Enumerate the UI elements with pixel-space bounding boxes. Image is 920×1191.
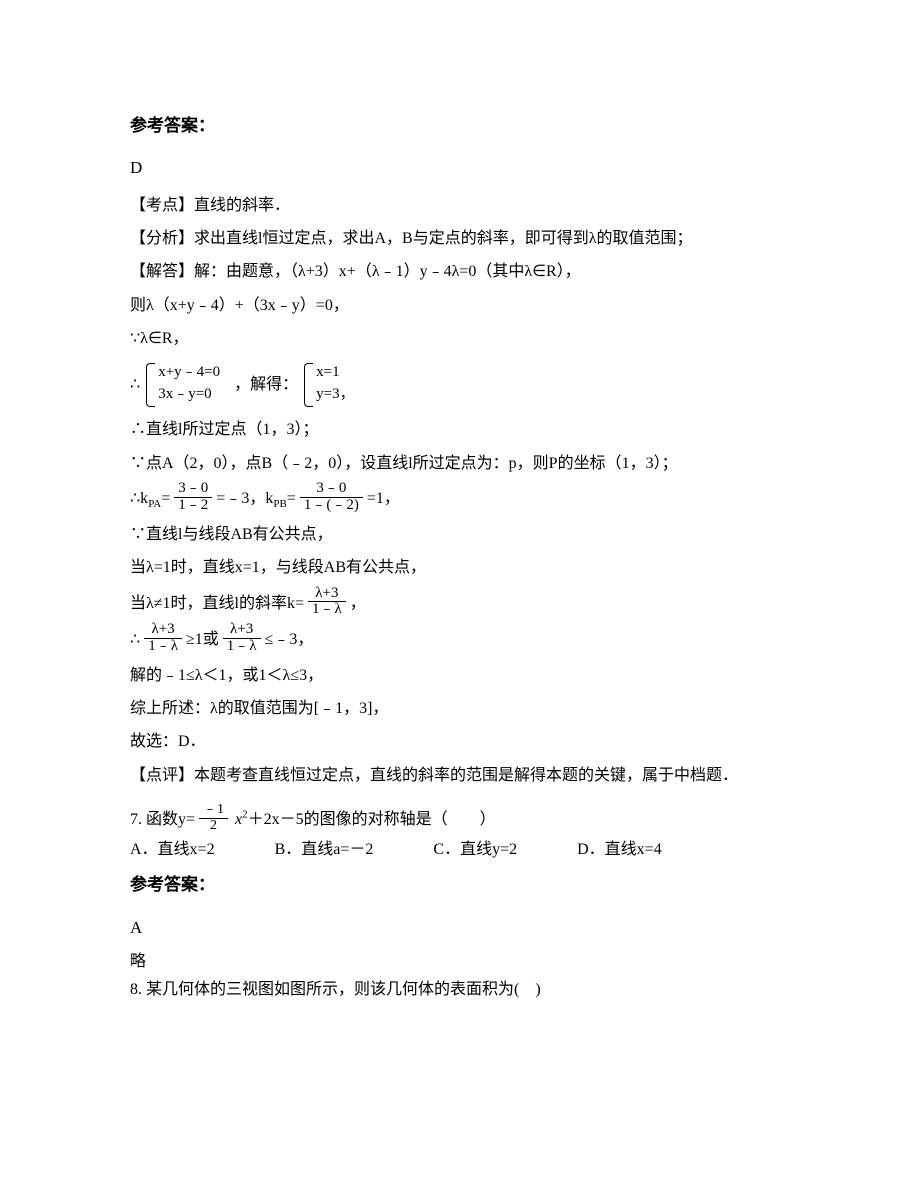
q6-answer: D xyxy=(130,152,790,184)
q6-dianping: 【点评】本题考查直线恒过定点，直线的斜率的范围是解得本题的关键，属于中档题． xyxy=(130,761,790,791)
kpa-den: 1﹣2 xyxy=(174,498,212,514)
q6-line11: 故选：D． xyxy=(130,727,790,757)
sys2-r2: y=3， xyxy=(316,383,354,406)
q7-optD: D．直线x=4 xyxy=(577,838,662,863)
ineq1-num: λ+3 xyxy=(144,622,182,639)
q6-line1: 则λ（x+y﹣4）+（3x﹣y）=0， xyxy=(130,291,790,321)
q7-optA: A．直线x=2 xyxy=(130,838,215,863)
ineq2-fraction: λ+3 1﹣λ xyxy=(223,622,261,655)
kpa-fraction: 3﹣0 1﹣2 xyxy=(174,481,212,514)
k-fraction: λ+3 1﹣λ xyxy=(308,586,346,619)
k-prefix: ∴k xyxy=(130,490,148,507)
q6-line5: ∵直线l与线段AB有公共点， xyxy=(130,520,790,550)
jieda-label: 【解答】 xyxy=(130,263,194,280)
sys1-r1: x+y﹣4=0 xyxy=(158,361,220,384)
q6-line2: ∵λ∈R， xyxy=(130,324,790,354)
dianping-text: 本题考查直线恒过定点，直线的斜率的范围是解得本题的关键，属于中档题． xyxy=(194,767,738,784)
fenxi-text: 求出直线l恒过定点，求出A，B与定点的斜率，即可得到λ的取值范围； xyxy=(194,230,692,247)
q6-line6: 当λ=1时，直线x=1，与线段AB有公共点， xyxy=(130,553,790,583)
q8-stem: 8. 某几何体的三视图如图所示，则该几何体的表面积为( ) xyxy=(130,978,790,1003)
q6-line4: ∵点A（2，0），点B（﹣2，0），设直线l所过定点为：p，则P的坐标（1，3）… xyxy=(130,449,790,479)
q6-line7: 当λ≠1时，直线l的斜率k= λ+3 1﹣λ ， xyxy=(130,588,790,621)
line8-prefix: ∴ xyxy=(130,631,140,648)
kaodian-label: 【考点】 xyxy=(130,197,194,214)
q6-line9: 解的﹣1≤λ＜1，或1＜λ≤3， xyxy=(130,661,790,691)
jieda-prefix: 解：由题意，（λ+3）x+（λ﹣1）y﹣4λ=0（其中λ∈R）， xyxy=(194,263,581,280)
q7-suffix: ＋2x－5的图像的对称轴是（ ） xyxy=(248,811,496,828)
sys2-r1: x=1 xyxy=(316,361,354,384)
kpa-eq: = xyxy=(161,490,170,507)
q6-fenxi: 【分析】求出直线l恒过定点，求出A，B与定点的斜率，即可得到λ的取值范围； xyxy=(130,224,790,254)
q7-coef-den: 2 xyxy=(199,819,228,834)
q7-optC: C．直线y=2 xyxy=(433,838,517,863)
q6-line8: ∴ λ+3 1﹣λ ≥1或 λ+3 1﹣λ ≤﹣3， xyxy=(130,624,790,657)
q7-stem: 7. 函数y= ﹣1 2 x2 ＋2x－5的图像的对称轴是（ ） xyxy=(130,805,790,835)
kpb-suffix: =1， xyxy=(367,490,400,507)
q7-coef-num: ﹣1 xyxy=(199,803,228,819)
q7-x: x xyxy=(232,811,242,828)
kpb-num: 3﹣0 xyxy=(300,481,363,498)
kpb-sub: PB xyxy=(273,498,286,510)
ineq2-num: λ+3 xyxy=(223,622,261,639)
q7-options: A．直线x=2 B．直线a=－2 C．直线y=2 D．直线x=4 xyxy=(130,838,790,863)
q7-lue: 略 xyxy=(130,950,790,975)
answer-key-heading-2: 参考答案： xyxy=(130,869,790,901)
math-document-page: 参考答案： D 【考点】直线的斜率． 【分析】求出直线l恒过定点，求出A，B与定… xyxy=(0,0,920,1191)
kpb-den: 1﹣(﹣2) xyxy=(300,498,363,514)
dianping-label: 【点评】 xyxy=(130,767,194,784)
kpa-sub: PA xyxy=(148,498,161,510)
k-den: 1﹣λ xyxy=(308,602,346,618)
ineq1-den: 1﹣λ xyxy=(144,639,182,655)
sys-mid: ，解得： xyxy=(234,376,298,393)
ineq1-mid: ≥1或 xyxy=(186,631,219,648)
q7-prefix: 7. 函数y= xyxy=(130,811,195,828)
q6-jieda: 【解答】解：由题意，（λ+3）x+（λ﹣1）y﹣4λ=0（其中λ∈R）， xyxy=(130,257,790,287)
kpa-suffix: =﹣3，k xyxy=(216,490,273,507)
q6-kaodian: 【考点】直线的斜率． xyxy=(130,191,790,221)
sys1-r2: 3x﹣y=0 xyxy=(158,383,220,406)
line7-prefix: 当λ≠1时，直线l的斜率k= xyxy=(130,594,304,611)
kpb-eq: = xyxy=(287,490,296,507)
sys-prefix: ∴ xyxy=(130,376,140,393)
k-num: λ+3 xyxy=(308,586,346,603)
q6-line10: 综上所述：λ的取值范围为[﹣1，3]， xyxy=(130,694,790,724)
q6-system: ∴ x+y﹣4=0 3x﹣y=0 ，解得： x=1 y=3， xyxy=(130,361,790,410)
brace-icon: x+y﹣4=0 3x﹣y=0 xyxy=(144,361,220,410)
ineq1-fraction: λ+3 1﹣λ xyxy=(144,622,182,655)
answer-key-heading: 参考答案： xyxy=(130,110,790,142)
q6-line3: ∴直线l所过定点（1，3）； xyxy=(130,415,790,445)
q7-coef-fraction: ﹣1 2 xyxy=(199,803,228,833)
line7-suffix: ， xyxy=(350,594,366,611)
q6-slopes: ∴kPA= 3﹣0 1﹣2 =﹣3，kPB= 3﹣0 1﹣(﹣2) =1， xyxy=(130,483,790,516)
kaodian-text: 直线的斜率． xyxy=(194,197,290,214)
ineq2-den: 1﹣λ xyxy=(223,639,261,655)
kpb-fraction: 3﹣0 1﹣(﹣2) xyxy=(300,481,363,514)
q7-optB: B．直线a=－2 xyxy=(275,838,374,863)
ineq2-suffix: ≤﹣3， xyxy=(265,631,314,648)
brace-icon: x=1 y=3， xyxy=(302,361,354,410)
fenxi-label: 【分析】 xyxy=(130,230,194,247)
kpa-num: 3﹣0 xyxy=(174,481,212,498)
q7-answer: A xyxy=(130,912,790,944)
